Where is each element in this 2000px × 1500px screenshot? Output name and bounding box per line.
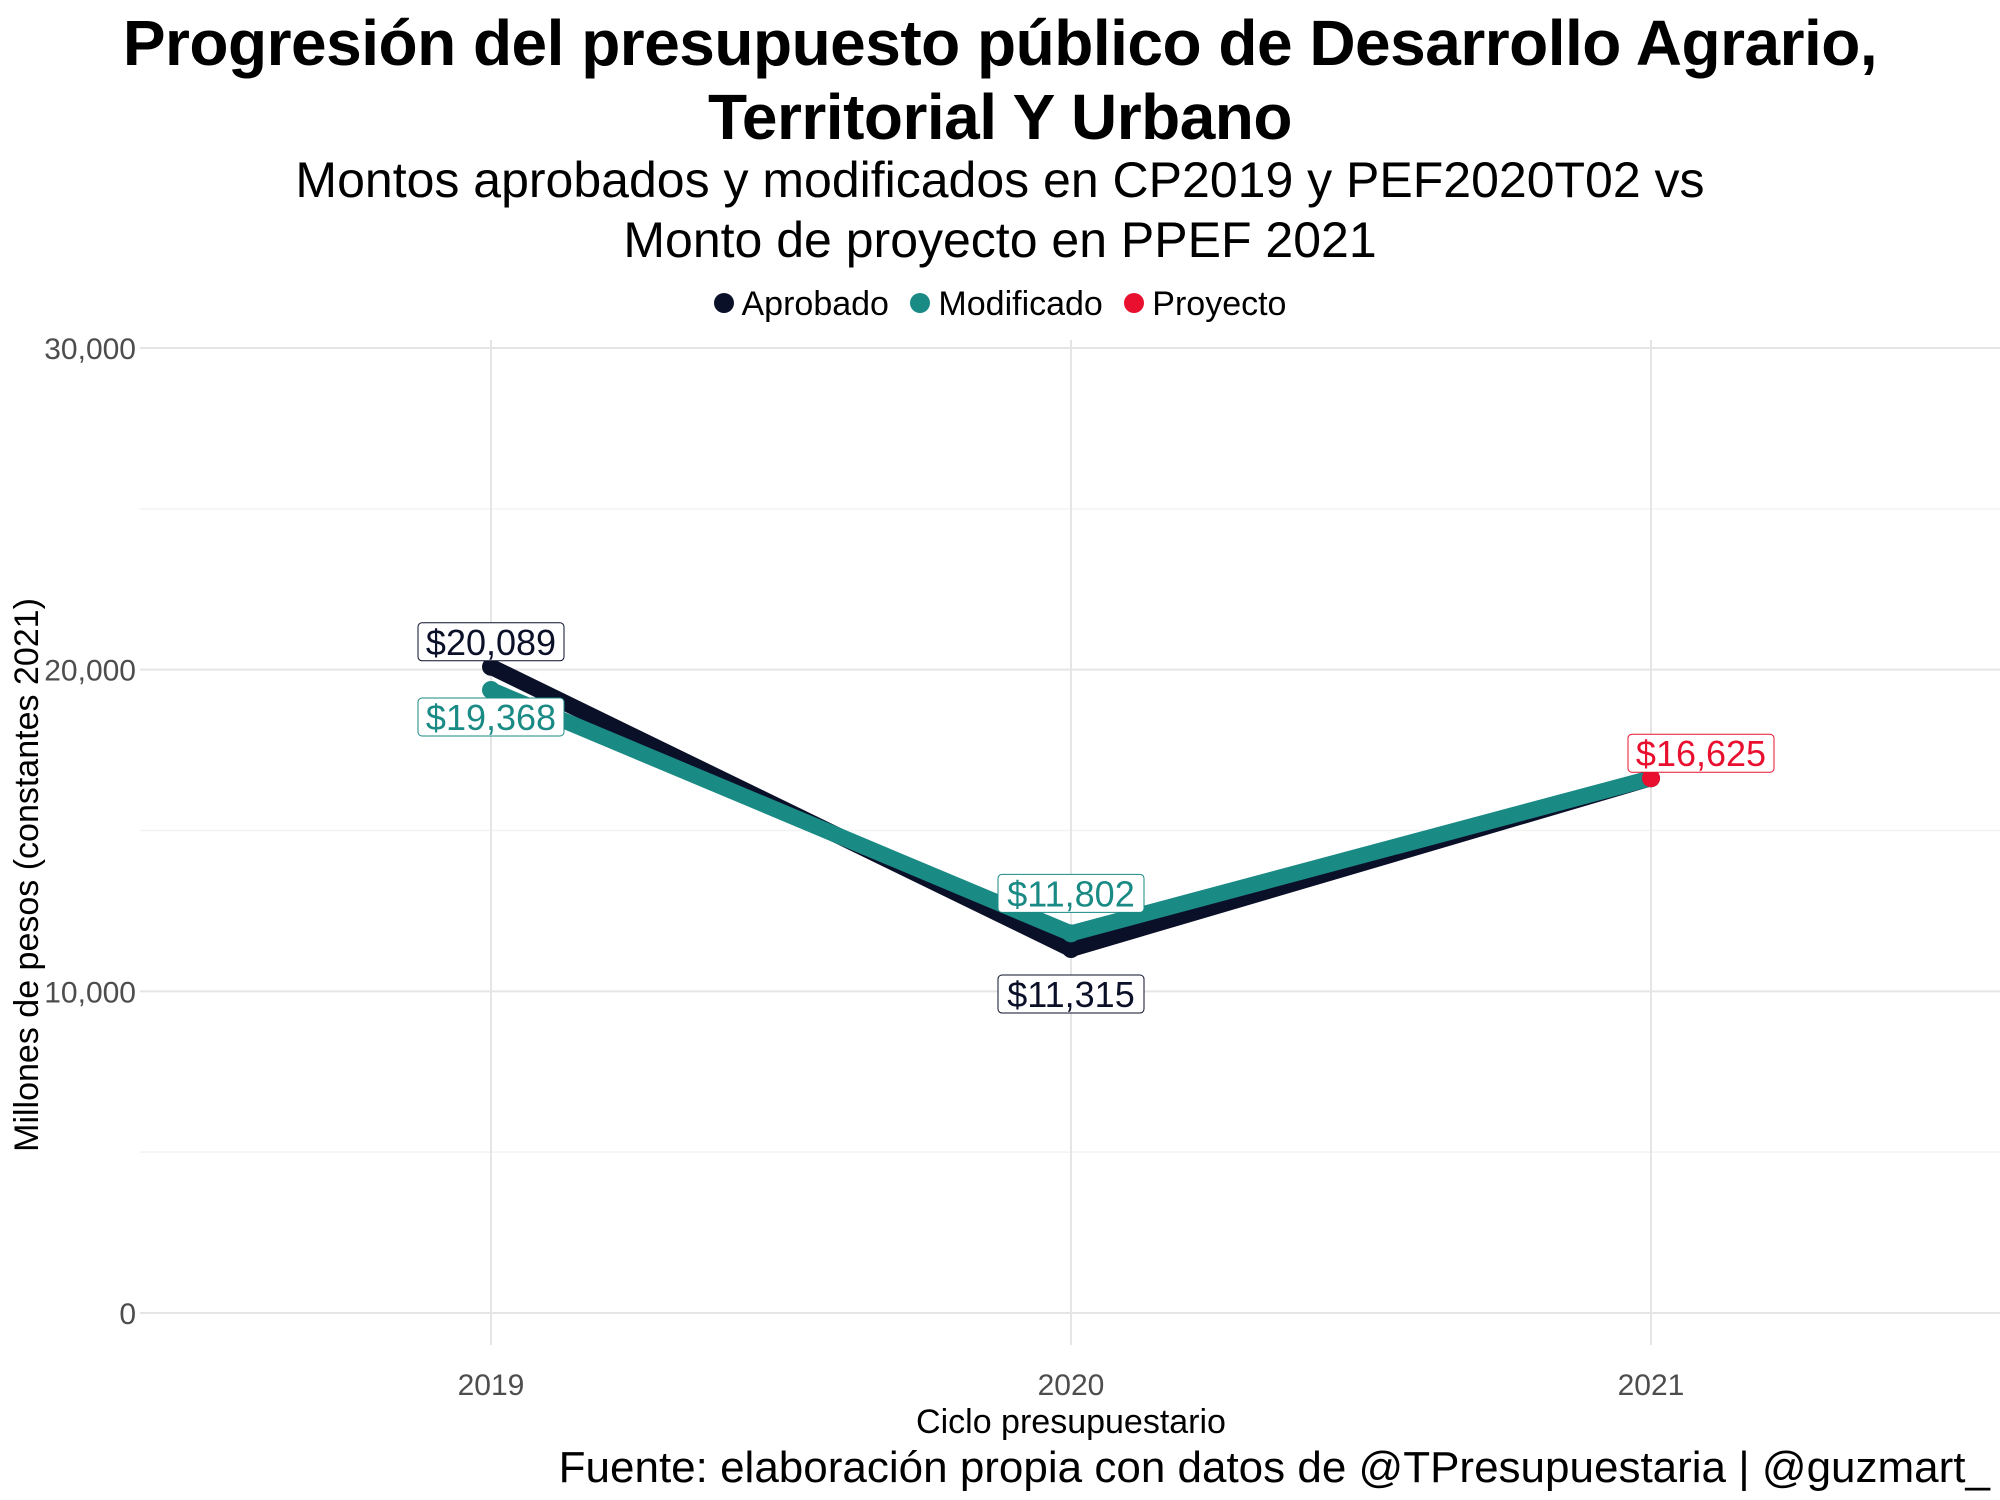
legend-label-proyecto: Proyecto	[1152, 285, 1287, 324]
chart-subtitle-line-2: Monto de proyecto en PPEF 2021	[623, 212, 1377, 268]
x-tick-label: 2021	[1618, 1369, 1685, 1402]
chart-title-line-1: Progresión del presupuesto público de De…	[122, 7, 1878, 79]
data-label-modificado: $19,368	[417, 697, 565, 738]
legend-item-aprobado: Aprobado	[713, 284, 889, 324]
x-axis-title: Ciclo presupuestario	[916, 1403, 1226, 1441]
grid-lines	[140, 340, 2000, 1345]
data-point-modificado	[1062, 924, 1080, 943]
data-labels: $20,089 $11,315 $19,368 $11,802 $16,625	[417, 622, 1775, 1015]
legend-key-modificado	[910, 293, 931, 314]
legend-key-aprobado	[713, 293, 734, 314]
chart-caption: Fuente: elaboración propia con datos de …	[558, 1443, 1990, 1492]
data-label-box	[997, 873, 1145, 913]
legend-key-proyecto	[1124, 293, 1145, 314]
data-label-box	[417, 622, 565, 662]
y-tick-label: 0	[119, 1298, 136, 1331]
data-label-modificado: $11,802	[997, 873, 1145, 914]
data-label-text: $16,625	[1636, 733, 1766, 774]
series-points	[482, 657, 1660, 959]
y-tick-label: 30,000	[44, 333, 136, 366]
data-label-box	[997, 974, 1145, 1014]
x-tick-label: 2020	[1038, 1369, 1105, 1402]
legend-label-modificado: Modificado	[938, 285, 1103, 324]
data-label-proyecto: $16,625	[1627, 733, 1775, 774]
chart-subtitle: Montos aprobados y modificados en CP2019…	[0, 150, 2000, 270]
chart-subtitle-line-1: Montos aprobados y modificados en CP2019…	[295, 152, 1705, 208]
y-tick-label: 20,000	[44, 655, 136, 688]
x-tick-label: 2019	[458, 1369, 525, 1402]
data-label-box	[417, 697, 565, 737]
data-point-modificado	[482, 680, 500, 699]
legend-item-proyecto: Proyecto	[1124, 284, 1286, 324]
data-point-proyecto	[1642, 769, 1660, 788]
chart-title: Progresión del presupuesto público de De…	[0, 6, 2000, 154]
data-label-text: $11,315	[1007, 974, 1134, 1015]
axes: 0 10,000 20,000 30,000 2019 2020 2021	[44, 333, 1684, 1402]
chart-title-line-2: Territorial Y Urbano	[708, 81, 1292, 153]
data-label-box	[1627, 733, 1775, 773]
data-label-aprobado: $11,315	[997, 974, 1145, 1015]
y-axis-title: Millones de pesos (constantes 2021)	[8, 598, 46, 1152]
legend-item-modificado: Modificado	[910, 284, 1103, 324]
data-label-text: $20,089	[426, 622, 556, 663]
data-label-text: $19,368	[426, 697, 556, 738]
legend-label-aprobado: Aprobado	[741, 285, 889, 324]
data-label-text: $11,802	[1007, 873, 1134, 914]
chart-legend: Aprobado Modificado Proyecto	[0, 282, 2000, 324]
data-point-aprobado	[482, 657, 500, 676]
data-point-aprobado	[1062, 940, 1080, 959]
data-label-aprobado: $20,089	[417, 622, 565, 663]
y-tick-label: 10,000	[44, 976, 136, 1009]
